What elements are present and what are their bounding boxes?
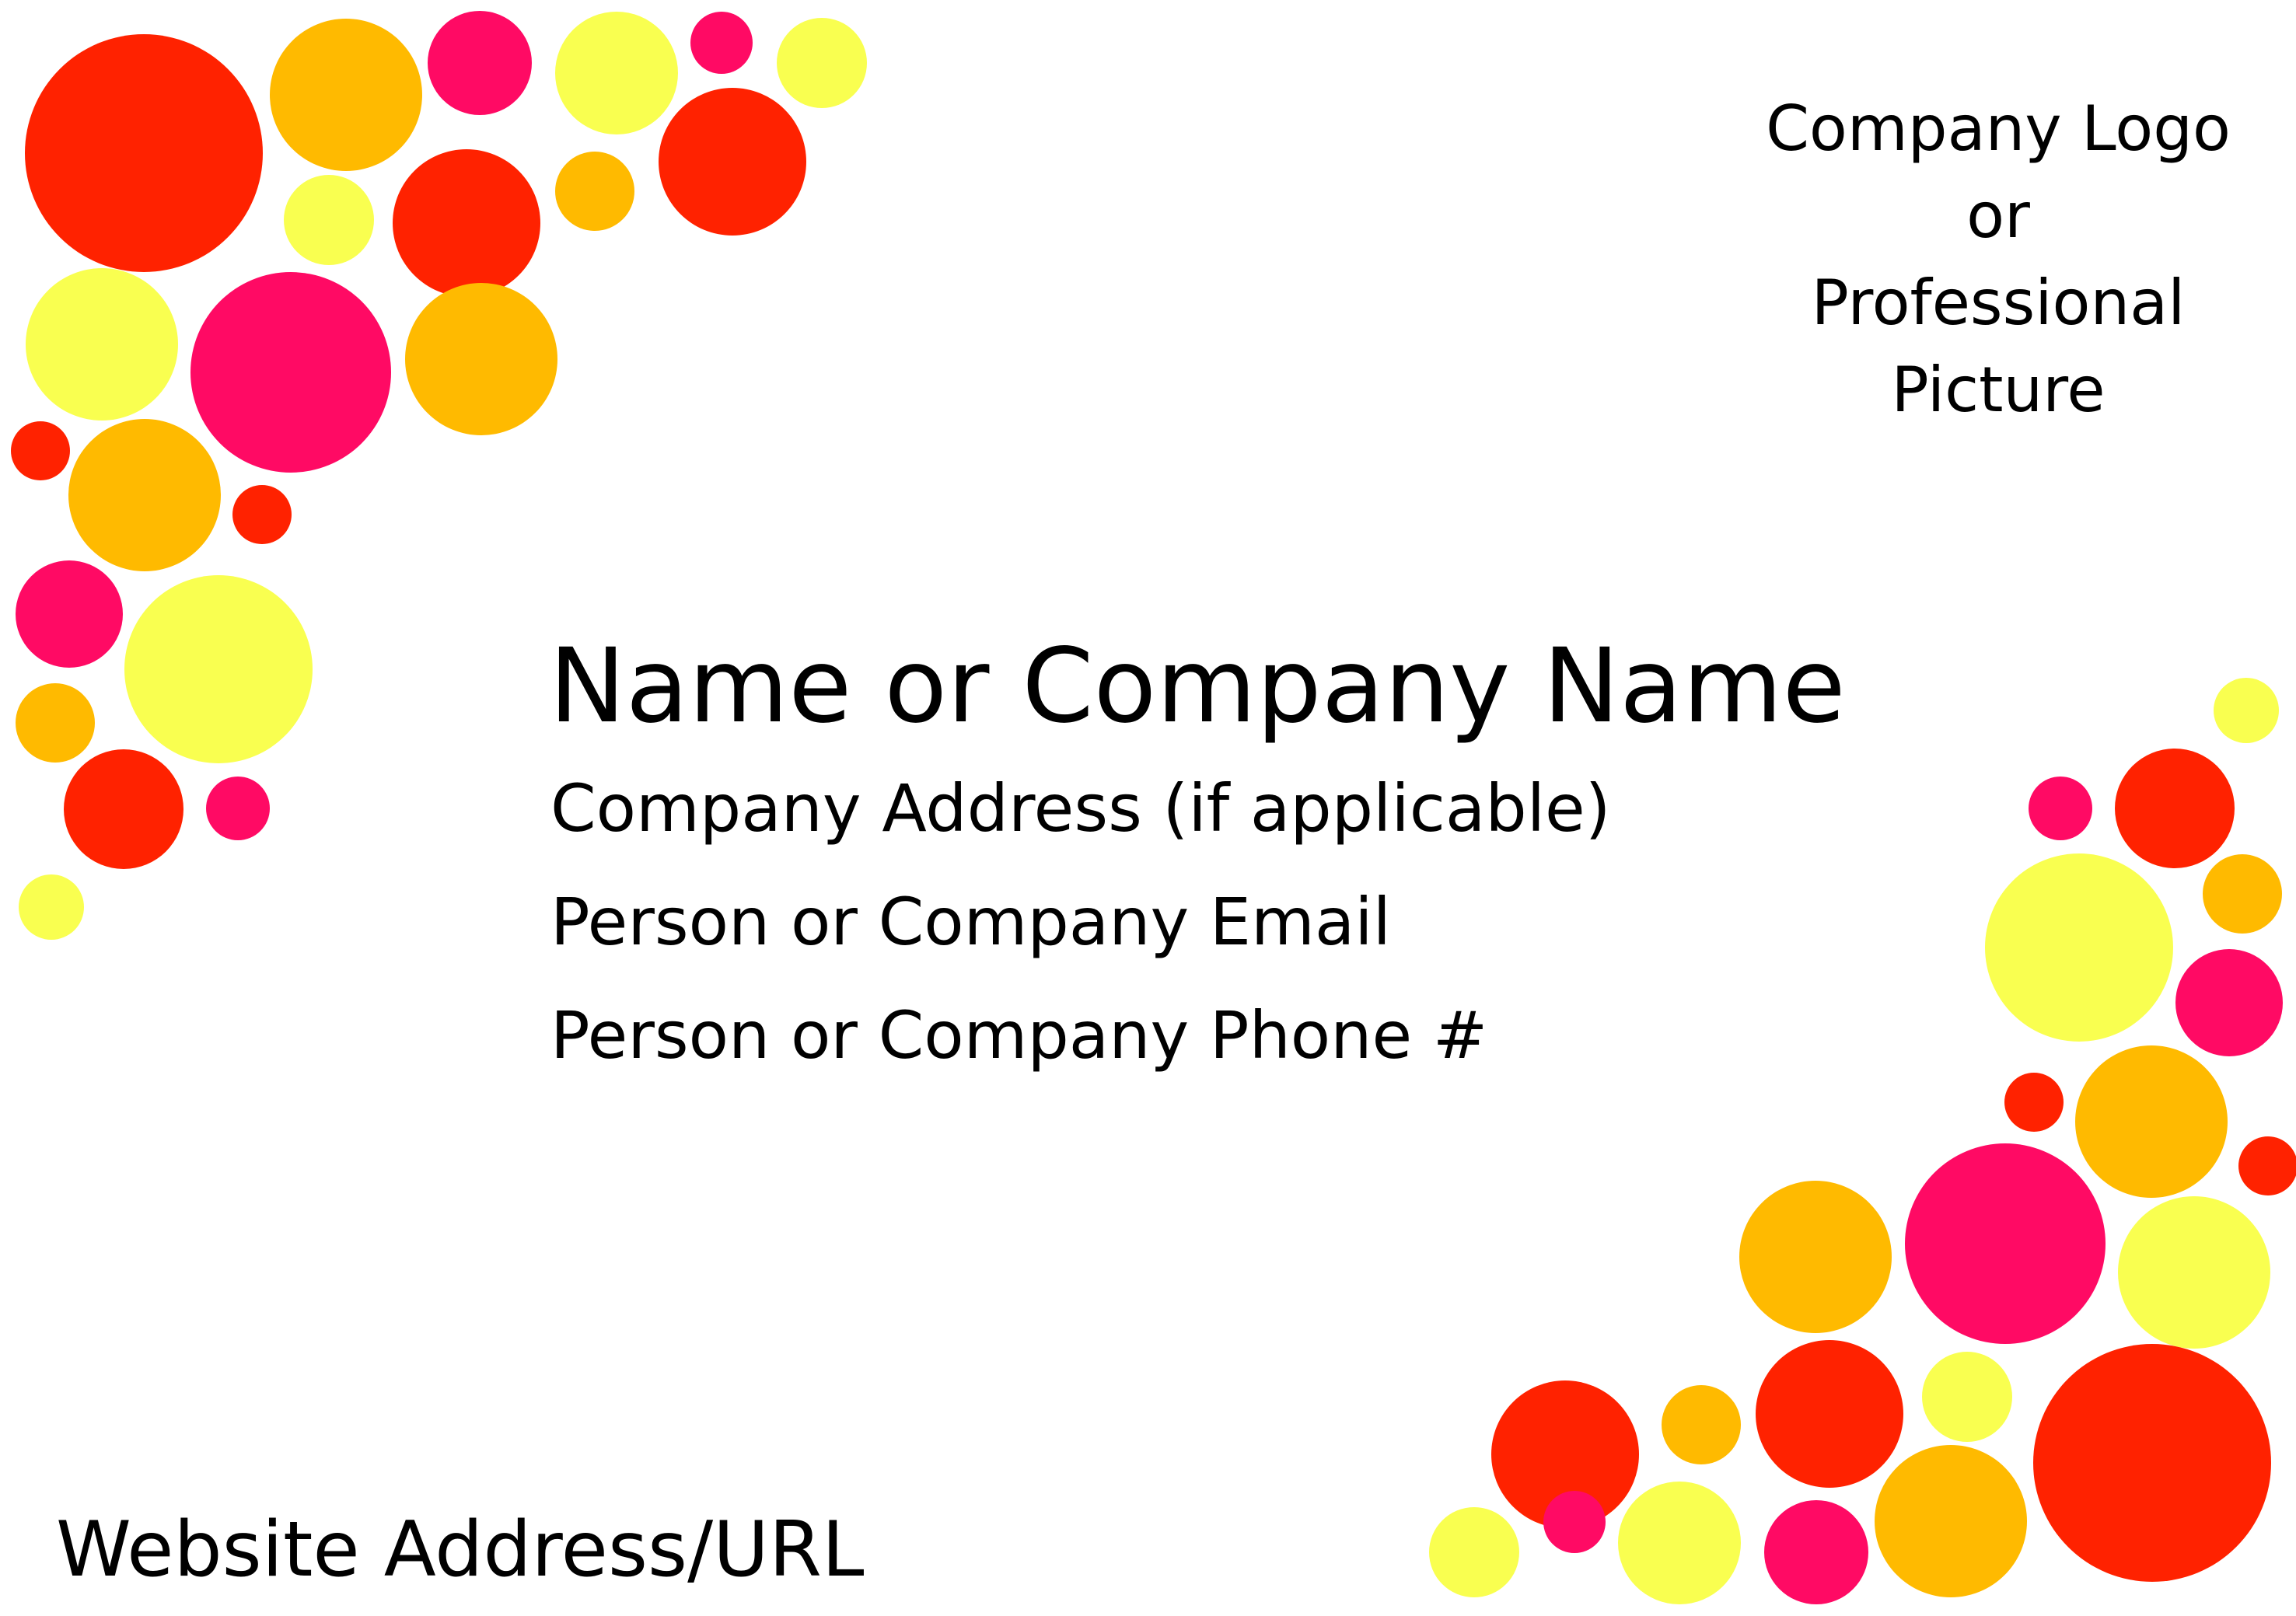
decorative-dot [1618,1482,1741,1604]
decorative-dot [690,12,753,74]
decorative-dot [393,149,540,297]
decorative-dot [659,88,806,236]
decorative-dot [1922,1352,2012,1442]
contact-email: Person or Company Email [550,884,1391,960]
decorative-dot [777,18,867,108]
decorative-dot [2214,678,2279,743]
decorative-dot [2029,777,2092,840]
decorative-dot [16,683,95,763]
decorative-dot [124,575,313,763]
logo-line: Professional [1811,267,2186,339]
decorative-dot [1905,1143,2106,1344]
decorative-dot [1764,1500,1868,1604]
decorative-dot [68,419,221,571]
decorative-dot [428,11,532,115]
decorative-dot [1756,1340,1903,1488]
decorative-dot [25,34,263,272]
decorative-dot [1875,1445,2027,1597]
company-address: Company Address (if applicable) [550,770,1611,846]
decorative-dot [2175,949,2283,1056]
decorative-dot [2118,1196,2270,1349]
decorative-dot [190,272,391,473]
decorative-dot [405,283,557,435]
decorative-dot [2238,1136,2296,1195]
decorative-dot [1491,1380,1639,1528]
website-url: Website Address/URL [56,1506,865,1594]
decorative-dot [2203,854,2282,934]
decorative-dot [2004,1073,2064,1132]
decorative-dot [26,268,178,421]
contact-phone: Person or Company Phone # [550,997,1488,1073]
decorative-dot [64,749,183,869]
logo-line: or [1966,180,2030,252]
decorative-dot [1985,853,2173,1042]
decorative-dot [270,19,422,171]
decorative-dot [11,421,70,480]
decorative-dot [2033,1344,2271,1582]
company-name: Name or Company Name [549,627,1846,746]
decorative-dot [19,874,84,940]
decorative-dot [284,175,374,265]
decorative-dot [232,485,292,544]
decorative-dot [555,152,634,231]
decorative-dot [1543,1491,1606,1553]
logo-placeholder: Company Logo or Professional Picture [1695,86,2296,434]
decorative-dot [555,12,678,134]
decorative-dot [2115,749,2235,868]
logo-line: Company Logo [1766,92,2231,165]
decorative-dot [1739,1181,1892,1333]
decorative-dot [1429,1507,1519,1597]
decorative-dot [206,777,270,840]
logo-line: Picture [1891,354,2106,426]
decorative-dot [1662,1385,1741,1464]
decorative-dot [2075,1045,2228,1198]
decorative-dot [16,560,123,668]
